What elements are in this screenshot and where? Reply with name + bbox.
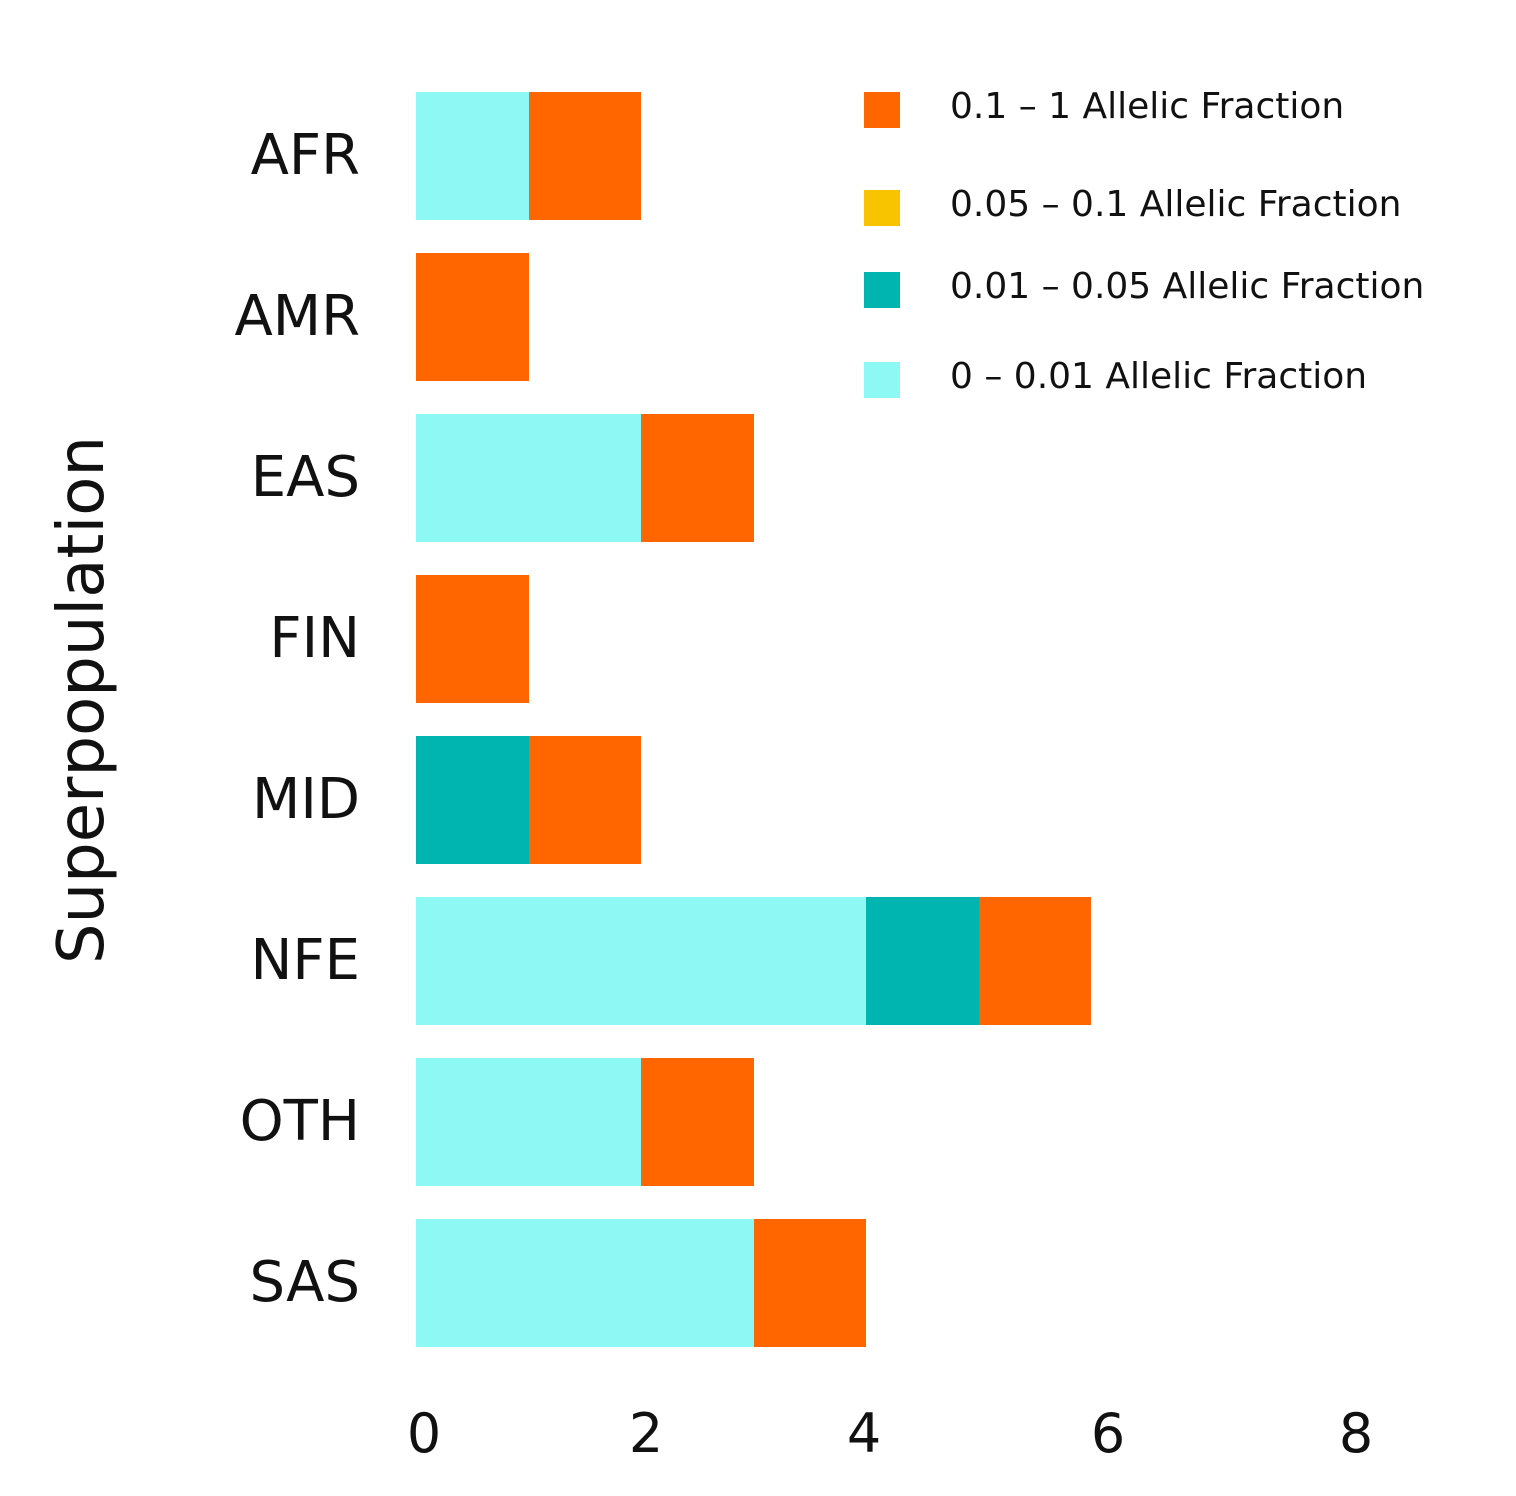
bar-segment — [978, 897, 1091, 1025]
bar-segment — [416, 575, 529, 703]
category-label: OTH — [239, 1089, 360, 1154]
bar-segment — [528, 736, 641, 864]
bar-segment — [641, 414, 754, 542]
legend-label: 0.1 – 1 Allelic Fraction — [950, 86, 1345, 127]
bar-segment — [416, 92, 529, 220]
legend-swatch-icon — [864, 190, 900, 226]
category-label: AFR — [250, 123, 360, 188]
category-label: SAS — [249, 1250, 360, 1315]
bar-segment — [416, 1058, 641, 1186]
x-tick-label: 4 — [846, 1402, 882, 1465]
bar-segment — [416, 1219, 754, 1347]
x-tick-label: 8 — [1338, 1402, 1374, 1465]
category-label: NFE — [250, 928, 360, 993]
legend-label: 0.01 – 0.05 Allelic Fraction — [950, 266, 1425, 307]
bar-segment — [528, 92, 641, 220]
legend-label: 0 – 0.01 Allelic Fraction — [950, 356, 1368, 397]
category-label: FIN — [269, 606, 360, 671]
bar-segment — [641, 1058, 754, 1186]
legend-label: 0.05 – 0.1 Allelic Fraction — [950, 184, 1402, 225]
category-label: EAS — [250, 445, 360, 510]
category-label: MID — [252, 767, 360, 832]
y-axis-label: Superpopulation — [45, 435, 119, 965]
bar-segment — [416, 897, 866, 1025]
bar-segment — [416, 414, 641, 542]
x-tick-label: 6 — [1090, 1402, 1126, 1465]
bar-segment — [866, 897, 979, 1025]
legend-swatch-icon — [864, 272, 900, 308]
bar-segment — [416, 253, 529, 381]
bar-segment — [753, 1219, 866, 1347]
category-label: AMR — [234, 284, 360, 349]
legend-swatch-icon — [864, 362, 900, 398]
x-tick-label: 0 — [406, 1402, 442, 1465]
legend-swatch-icon — [864, 92, 900, 128]
bar-segment — [416, 736, 529, 864]
x-tick-label: 2 — [628, 1402, 664, 1465]
